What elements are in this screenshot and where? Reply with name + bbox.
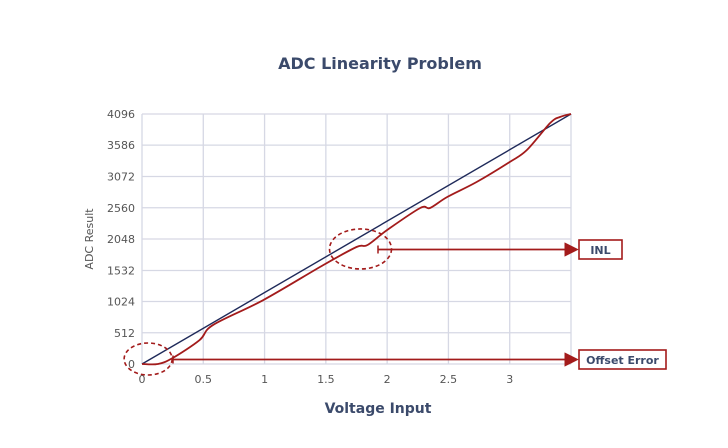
y-tick-label: 3586: [107, 139, 135, 152]
x-tick-label: 2.5: [440, 373, 458, 386]
x-tick-label: 0: [139, 373, 146, 386]
y-tick-label: 512: [114, 327, 135, 340]
x-tick-label: 2: [384, 373, 391, 386]
y-tick-label: 2048: [107, 233, 135, 246]
annotation-label: Offset Error: [586, 354, 659, 367]
y-tick-label: 1532: [107, 264, 135, 277]
y-axis-label: ADC Result: [83, 208, 96, 270]
highlight-ellipse: [123, 342, 173, 376]
ideal-line: [141, 113, 572, 365]
y-tick-label: 2560: [107, 202, 135, 215]
y-tick-label: 1024: [107, 296, 135, 309]
x-axis-label: Voltage Input: [325, 401, 432, 417]
x-tick-label: 1.5: [317, 373, 335, 386]
y-tick-label: 4096: [107, 108, 135, 121]
y-tick-label: 3072: [107, 171, 135, 184]
actual-adc-curve: [141, 113, 572, 366]
chart-title: ADC Linearity Problem: [278, 54, 482, 73]
x-tick-label: 0.5: [195, 373, 213, 386]
annotation-label: INL: [590, 244, 610, 257]
annotation-box: [578, 239, 623, 260]
y-tick-label: 0: [128, 358, 135, 371]
annotation-box: [578, 349, 667, 370]
x-tick-label: 1: [261, 373, 268, 386]
x-tick-label: 3: [506, 373, 513, 386]
